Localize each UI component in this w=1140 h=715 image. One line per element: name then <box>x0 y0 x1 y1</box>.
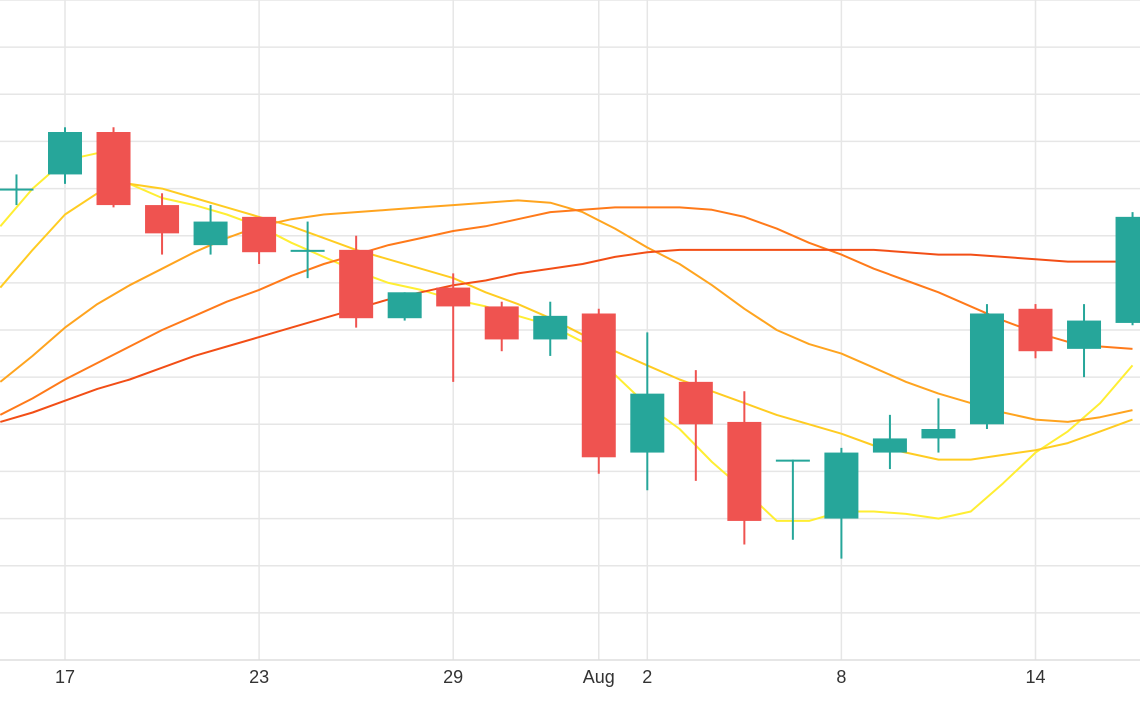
candle <box>727 391 762 545</box>
candle-body <box>1018 308 1053 352</box>
candle <box>436 273 471 382</box>
candle <box>387 292 422 321</box>
x-tick-label: 29 <box>443 667 463 687</box>
moving-average-line-5 <box>0 248 1133 423</box>
candle <box>1115 212 1140 326</box>
candle <box>630 332 665 491</box>
candle <box>872 414 907 470</box>
x-axis: 17 23 29 Aug 2 8 14 <box>55 667 1046 687</box>
candle-body <box>1115 216 1140 323</box>
candle <box>969 304 1004 429</box>
candle <box>533 301 568 356</box>
candle-body <box>145 205 180 234</box>
candle-body <box>533 315 568 340</box>
candle-body <box>48 132 82 175</box>
candle-body <box>775 459 810 462</box>
candle-body <box>727 421 762 521</box>
candle <box>193 205 228 255</box>
x-tick-label: Aug <box>583 667 615 687</box>
candle-body <box>96 132 131 206</box>
candle <box>1067 304 1102 378</box>
candle <box>824 447 859 559</box>
candle <box>484 301 519 352</box>
candle <box>48 127 82 184</box>
candle <box>0 174 34 206</box>
x-tick-label: 2 <box>642 667 652 687</box>
candle-body <box>436 287 471 307</box>
candle-body <box>630 393 665 453</box>
candle-body <box>969 313 1004 425</box>
x-tick-label: 14 <box>1025 667 1045 687</box>
candles <box>0 127 1140 559</box>
candle <box>1018 304 1053 359</box>
x-tick-label: 8 <box>836 667 846 687</box>
candle-body <box>678 381 713 425</box>
candle-body <box>242 216 277 253</box>
x-tick-label: 17 <box>55 667 75 687</box>
candle-body <box>484 306 519 340</box>
candle-body <box>1067 320 1102 349</box>
moving-average-line-3 <box>0 199 1133 423</box>
x-tick-label: 23 <box>249 667 269 687</box>
candle-body <box>581 313 616 458</box>
candle <box>96 127 131 208</box>
candle-body <box>339 249 374 319</box>
candle <box>242 216 277 264</box>
moving-average-line-4 <box>0 206 1133 416</box>
candle-body <box>921 429 956 439</box>
candle-body <box>387 292 422 319</box>
candle-body <box>824 452 859 519</box>
candle <box>678 370 713 481</box>
candle-body <box>193 221 228 246</box>
candle-body <box>0 188 34 191</box>
candle-body <box>872 438 907 453</box>
grid <box>0 0 1140 661</box>
candle <box>290 221 325 279</box>
candle <box>581 308 616 474</box>
candle <box>145 193 180 255</box>
candle <box>339 235 374 328</box>
candle-body <box>290 249 325 252</box>
candle <box>921 398 956 453</box>
candle <box>775 459 810 540</box>
